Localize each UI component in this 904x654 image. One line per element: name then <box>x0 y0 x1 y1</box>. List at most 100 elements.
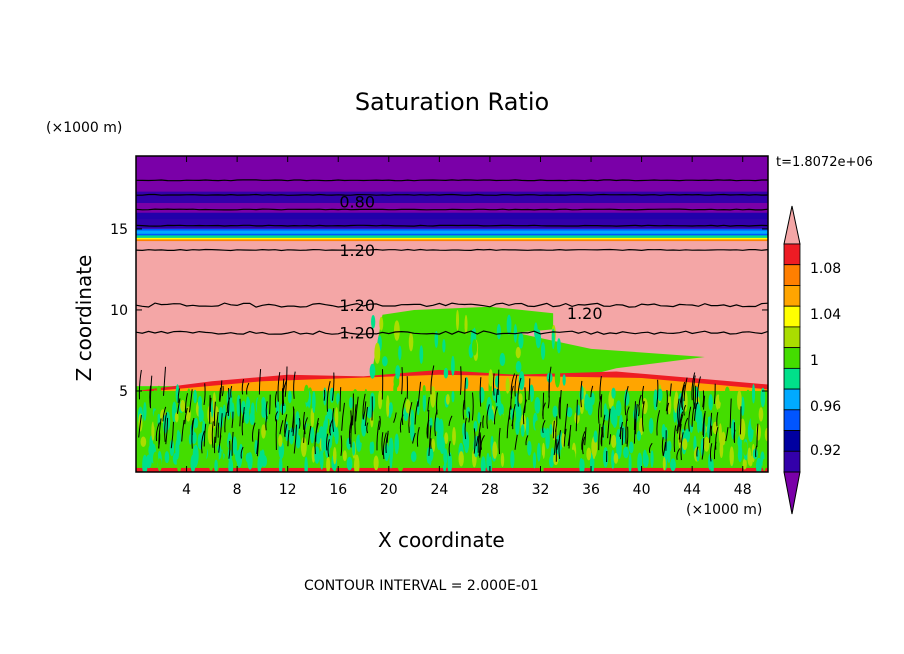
turbulent-cell <box>379 316 384 331</box>
contour-line <box>542 402 546 420</box>
turbulent-cell <box>751 384 756 404</box>
colorbar-label: 1.08 <box>810 261 841 277</box>
turbulent-cell <box>534 322 538 339</box>
turbulent-cell <box>395 397 400 417</box>
plot-frame <box>135 155 769 473</box>
turbulent-cell <box>410 451 417 463</box>
turbulent-cell <box>556 338 561 354</box>
turbulent-cell <box>532 452 537 469</box>
colorbar-swatch <box>783 450 801 473</box>
turbulent-cell <box>430 385 436 408</box>
turbulent-cell <box>278 434 283 447</box>
contour-line <box>293 371 296 399</box>
contour-line <box>149 375 153 408</box>
turbulent-cell <box>352 441 356 456</box>
x-tick-label: 40 <box>633 482 651 498</box>
contour-line <box>464 418 467 440</box>
x-tick-label: 44 <box>683 482 701 498</box>
contour-line <box>633 401 636 431</box>
contour-line <box>304 417 308 435</box>
contour-line <box>293 424 297 454</box>
turbulent-cell <box>434 417 441 432</box>
contour-line <box>242 407 245 423</box>
contour-line <box>362 401 367 420</box>
colorbar-label: 1.04 <box>810 307 841 323</box>
turbulent-cell <box>637 452 643 472</box>
turbulent-cell <box>193 389 197 404</box>
turbulent-cell <box>285 421 289 442</box>
turbulent-cell <box>515 360 522 373</box>
turbulent-cell <box>662 456 666 471</box>
contour-line <box>327 439 330 457</box>
contour-line <box>479 432 482 458</box>
turbulent-cell <box>541 442 546 459</box>
turbulent-cell <box>708 394 713 411</box>
turbulent-cell <box>661 424 666 439</box>
turbulent-cell <box>422 392 427 412</box>
contour-line <box>231 431 234 456</box>
turbulent-cell <box>175 439 180 460</box>
contour-line <box>136 193 768 196</box>
turbulent-cell <box>579 389 584 401</box>
time-label: t=1.8072e+06 <box>776 155 873 170</box>
turbulent-cell <box>764 427 768 442</box>
contour-labels: 0.80 1.20 1.20 1.20 1.20 <box>339 192 602 342</box>
turbulent-cell <box>545 427 550 450</box>
turbulent-cell <box>755 457 762 472</box>
contour-line <box>713 383 716 404</box>
turbulent-cell <box>534 396 541 414</box>
contour-line <box>209 397 212 412</box>
turbulent-cell <box>605 408 609 421</box>
turbulent-cell <box>492 441 498 459</box>
turbulent-cell <box>551 328 555 350</box>
turbulent-cell <box>611 387 616 399</box>
contour-line <box>252 422 256 442</box>
turbulent-cell <box>518 393 523 404</box>
contour-line <box>582 436 586 455</box>
turbulent-cell <box>300 436 307 458</box>
turbulent-cell <box>361 418 367 437</box>
turbulent-cell <box>354 454 360 472</box>
turbulent-cell <box>201 449 207 466</box>
turbulent-cell <box>648 417 654 434</box>
contour-line <box>298 417 301 429</box>
turbulent-cell <box>304 456 308 472</box>
turbulent-cell <box>364 388 368 405</box>
turbulent-cell <box>401 429 408 447</box>
contour-line <box>366 422 369 434</box>
contour-line <box>181 419 185 442</box>
contour-label: 1.20 <box>567 304 603 323</box>
turbulent-cell <box>402 349 406 363</box>
contour-line <box>291 408 295 433</box>
contour-line <box>626 426 629 447</box>
turbulent-cell <box>388 402 393 415</box>
colorbar-swatch <box>783 285 801 307</box>
contour-line <box>228 440 231 459</box>
contour-line <box>710 425 713 436</box>
turbulent-cell <box>699 410 703 433</box>
contour-line <box>340 435 343 456</box>
contour-line <box>282 380 287 405</box>
turbulent-cell <box>554 366 561 388</box>
turbulent-cell <box>287 390 292 404</box>
x-tick-label: 8 <box>233 482 242 498</box>
contour-line <box>756 423 759 448</box>
layer-band <box>136 217 768 229</box>
turbulent-cell <box>486 452 490 471</box>
contour-line <box>709 443 713 462</box>
turbulent-cell <box>518 332 524 349</box>
layer-stripe <box>136 235 768 238</box>
x-tick-label: 28 <box>481 482 499 498</box>
contour-line <box>191 420 194 435</box>
contour-line <box>641 385 645 405</box>
contour-line <box>666 402 670 415</box>
contour-line <box>494 406 498 425</box>
turbulent-cell <box>471 339 478 356</box>
contour-line <box>584 427 587 446</box>
turbulent-cell <box>218 406 224 428</box>
contour-line <box>669 383 672 397</box>
turbulent-cell <box>745 389 751 407</box>
turbulent-cell <box>157 458 162 471</box>
contour-line <box>558 430 561 459</box>
